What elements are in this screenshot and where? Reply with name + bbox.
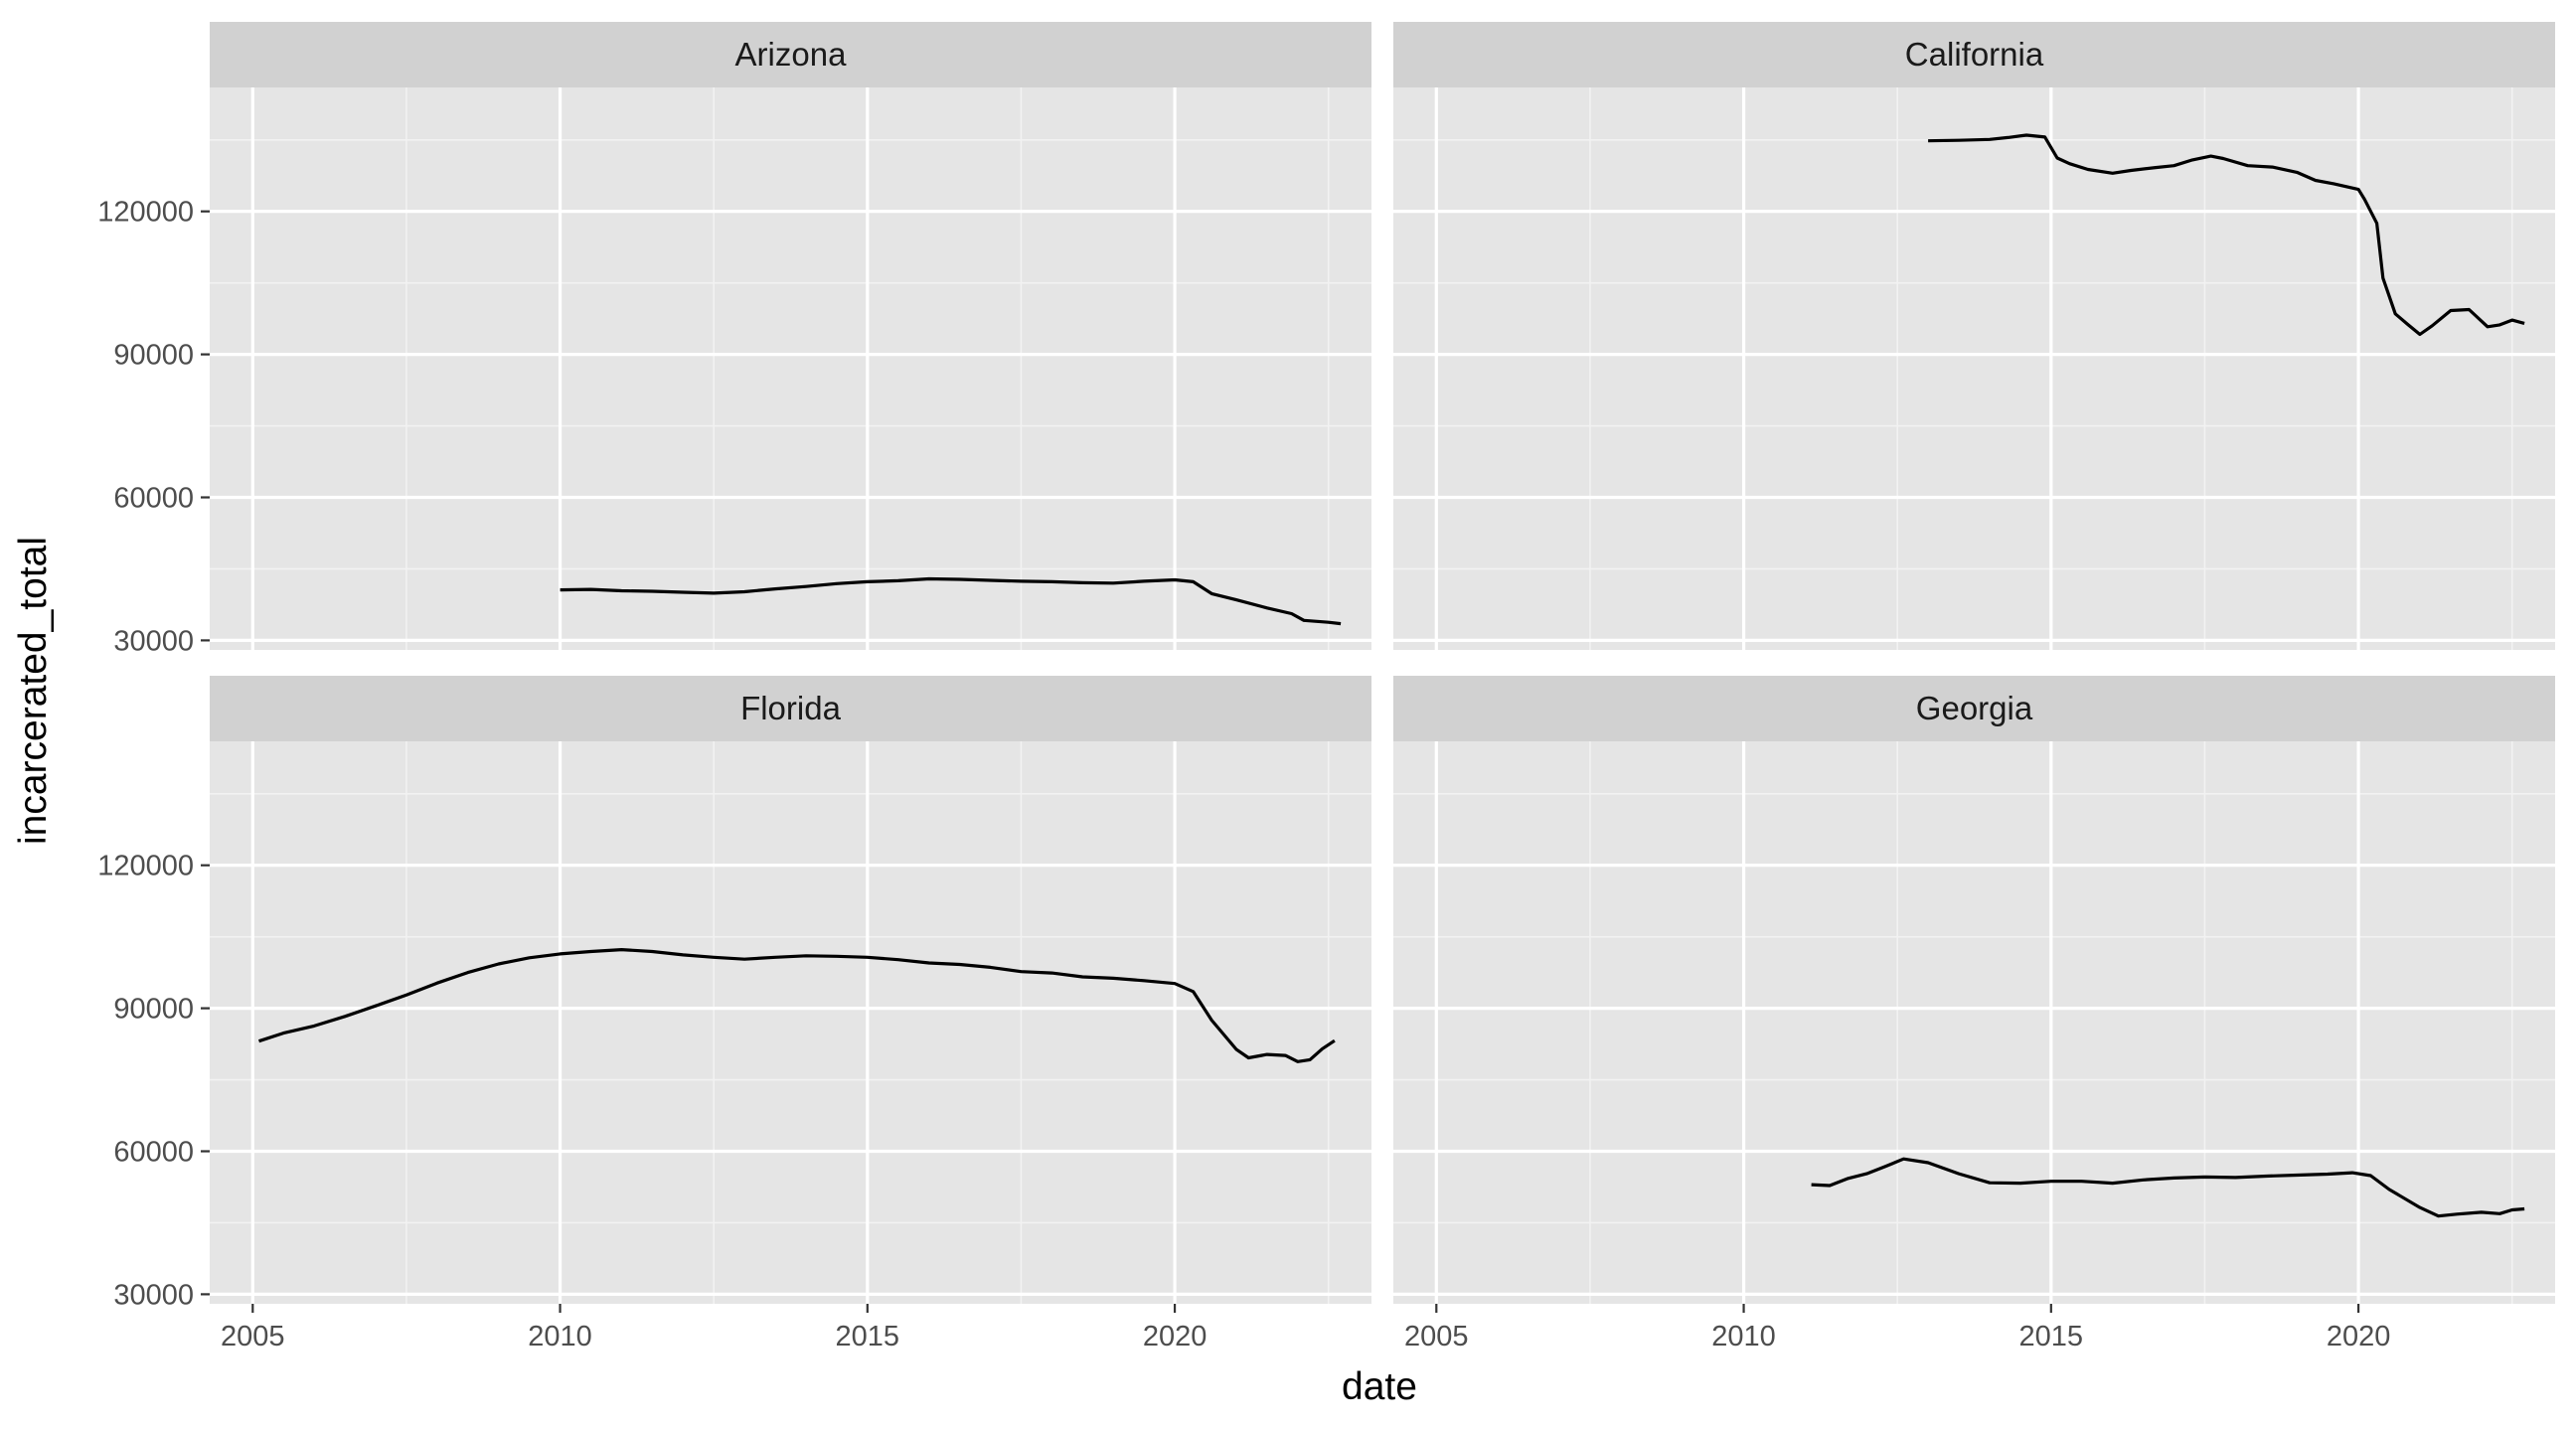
y-tick-label: 60000 (113, 1137, 194, 1169)
panel-background (210, 741, 1371, 1304)
panel-california: California (1393, 22, 2555, 650)
y-tick-label: 90000 (113, 994, 194, 1026)
x-tick-label: 2005 (221, 1321, 285, 1352)
panels-layer: Arizona California Florida Georgia (210, 22, 2555, 1304)
axes-layer: 30000 60000 90000 120000 30000 60000 90000 1200… (97, 197, 2390, 1352)
series-line-georgia (1811, 1157, 2525, 1218)
series-line-california (1928, 133, 2525, 337)
strip-label-arizona: Arizona (735, 36, 848, 73)
x-tick-label: 2015 (836, 1321, 900, 1352)
strip-arizona (210, 22, 1371, 87)
panel-georgia: Georgia (1393, 676, 2555, 1304)
y-tick-label: 90000 (113, 340, 194, 372)
strip-georgia (1393, 676, 2555, 741)
x-tick-label: 2010 (528, 1321, 592, 1352)
series-line-florida (258, 947, 1336, 1063)
y-tick-label: 120000 (97, 197, 194, 229)
x-tick-label: 2005 (1404, 1321, 1469, 1352)
strip-label-florida: Florida (740, 690, 842, 726)
panel-florida: Florida (210, 676, 1371, 1304)
y-tick-label: 30000 (113, 1279, 194, 1311)
strip-california (1393, 22, 2555, 87)
y-tick-label: 30000 (113, 625, 194, 657)
y-tick-label: 120000 (97, 851, 194, 882)
strip-label-california: California (1905, 36, 2044, 73)
x-tick-label: 2015 (2019, 1321, 2084, 1352)
panel-background (210, 87, 1371, 650)
x-tick-label: 2020 (2327, 1321, 2391, 1352)
y-tick-label: 60000 (113, 483, 194, 515)
panel-background (1393, 87, 2555, 650)
y-axis-title: incarcerated_total (12, 537, 55, 845)
strip-label-georgia: Georgia (1916, 690, 2033, 726)
x-tick-label: 2020 (1143, 1321, 1208, 1352)
x-tick-label: 2010 (1711, 1321, 1776, 1352)
panel-background (1393, 741, 2555, 1304)
panel-arizona: Arizona (210, 22, 1371, 650)
strip-florida (210, 676, 1371, 741)
series-line-arizona (560, 576, 1342, 626)
x-axis-title: date (1342, 1365, 1417, 1408)
